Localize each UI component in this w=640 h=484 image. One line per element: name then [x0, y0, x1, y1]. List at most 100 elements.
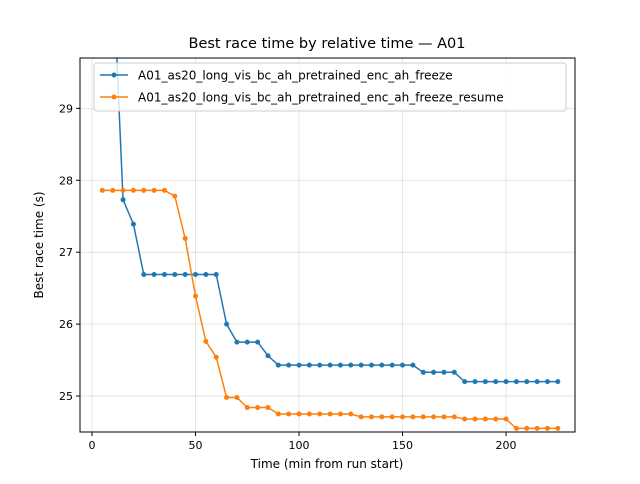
data-point-2 [99, 187, 105, 193]
y-tick-label: 25 [59, 390, 73, 403]
data-point-2 [120, 187, 126, 193]
legend-marker-1 [111, 72, 117, 78]
data-point-2 [161, 187, 167, 193]
data-point-2 [141, 187, 147, 193]
data-point-2 [327, 411, 333, 417]
data-point-2 [337, 411, 343, 417]
data-point-1 [358, 362, 364, 368]
chart-title: Best race time by relative time — A01 [189, 36, 466, 52]
x-axis-label: Time (min from run start) [250, 457, 404, 471]
data-point-1 [296, 362, 302, 368]
x-tick-label: 150 [392, 439, 413, 452]
data-point-2 [265, 405, 271, 411]
x-tick-label: 0 [89, 439, 96, 452]
data-point-2 [400, 414, 406, 420]
legend-box [93, 62, 567, 112]
data-point-2 [348, 411, 354, 417]
data-point-1 [368, 362, 374, 368]
legend-label-1: A01_as20_long_vis_bc_ah_pretrained_enc_a… [138, 69, 453, 83]
data-point-1 [141, 271, 147, 277]
gridlines [80, 58, 575, 432]
data-point-2 [431, 414, 437, 420]
data-point-2 [482, 416, 488, 422]
data-point-2 [224, 394, 230, 400]
y-tick-label: 28 [59, 174, 73, 187]
data-point-1 [555, 379, 561, 385]
data-point-2 [420, 414, 426, 420]
data-point-1 [130, 221, 136, 227]
data-point-1 [317, 362, 323, 368]
data-point-1 [379, 362, 385, 368]
data-point-2 [275, 411, 281, 417]
data-point-2 [379, 414, 385, 420]
data-point-2 [234, 394, 240, 400]
data-point-2 [110, 187, 116, 193]
data-point-2 [172, 193, 178, 199]
x-tick-label: 100 [289, 439, 310, 452]
data-point-1 [151, 271, 157, 277]
y-tick-label: 26 [59, 318, 73, 331]
data-point-2 [389, 414, 395, 420]
data-point-1 [275, 362, 281, 368]
axis-ticks: 0 50 100 150 200 25 26 27 28 29 [59, 102, 517, 452]
data-point-1 [203, 271, 209, 277]
data-point-2 [193, 293, 199, 299]
data-point-2 [368, 414, 374, 420]
data-point-1 [420, 369, 426, 375]
data-point-1 [172, 271, 178, 277]
data-point-2 [306, 411, 312, 417]
data-point-2 [451, 414, 457, 420]
y-tick-label: 27 [59, 246, 73, 259]
x-tick-label: 50 [189, 439, 203, 452]
data-point-2 [493, 416, 499, 422]
data-point-1 [524, 379, 530, 385]
data-point-1 [410, 362, 416, 368]
data-point-1 [441, 369, 447, 375]
data-point-2 [317, 411, 323, 417]
legend: A01_as20_long_vis_bc_ah_pretrained_enc_a… [93, 62, 567, 112]
series-group [99, 58, 561, 431]
data-point-1 [182, 271, 188, 277]
data-point-2 [296, 411, 302, 417]
plot-frame [79, 57, 576, 433]
data-point-1 [255, 339, 261, 345]
data-point-1 [193, 271, 199, 277]
data-point-1 [161, 271, 167, 277]
data-point-2 [358, 414, 364, 420]
data-point-2 [555, 425, 561, 431]
data-point-1 [513, 379, 519, 385]
data-point-1 [503, 379, 509, 385]
data-point-1 [400, 362, 406, 368]
data-point-2 [182, 236, 188, 242]
data-point-2 [534, 425, 540, 431]
data-point-1 [244, 339, 250, 345]
data-point-2 [503, 416, 509, 422]
data-point-2 [213, 354, 219, 360]
data-point-2 [544, 425, 550, 431]
data-point-1 [451, 369, 457, 375]
data-point-2 [513, 425, 519, 431]
y-axis-label: Best race time (s) [32, 191, 46, 298]
data-point-1 [389, 362, 395, 368]
x-tick-label: 200 [496, 439, 517, 452]
data-point-2 [441, 414, 447, 420]
data-point-1 [544, 379, 550, 385]
data-point-1 [472, 379, 478, 385]
data-point-2 [244, 405, 250, 411]
data-point-1 [213, 271, 219, 277]
legend-marker-2 [111, 94, 117, 100]
data-point-2 [286, 411, 292, 417]
data-point-2 [462, 416, 468, 422]
data-point-1 [337, 362, 343, 368]
data-point-1 [224, 321, 230, 327]
legend-label-2: A01_as20_long_vis_bc_ah_pretrained_enc_a… [138, 91, 504, 105]
data-point-2 [151, 187, 157, 193]
data-point-1 [286, 362, 292, 368]
data-point-1 [431, 369, 437, 375]
data-point-1 [462, 379, 468, 385]
series-line-2 [102, 189, 558, 430]
data-point-1 [482, 379, 488, 385]
data-point-1 [534, 379, 540, 385]
data-point-1 [234, 339, 240, 345]
